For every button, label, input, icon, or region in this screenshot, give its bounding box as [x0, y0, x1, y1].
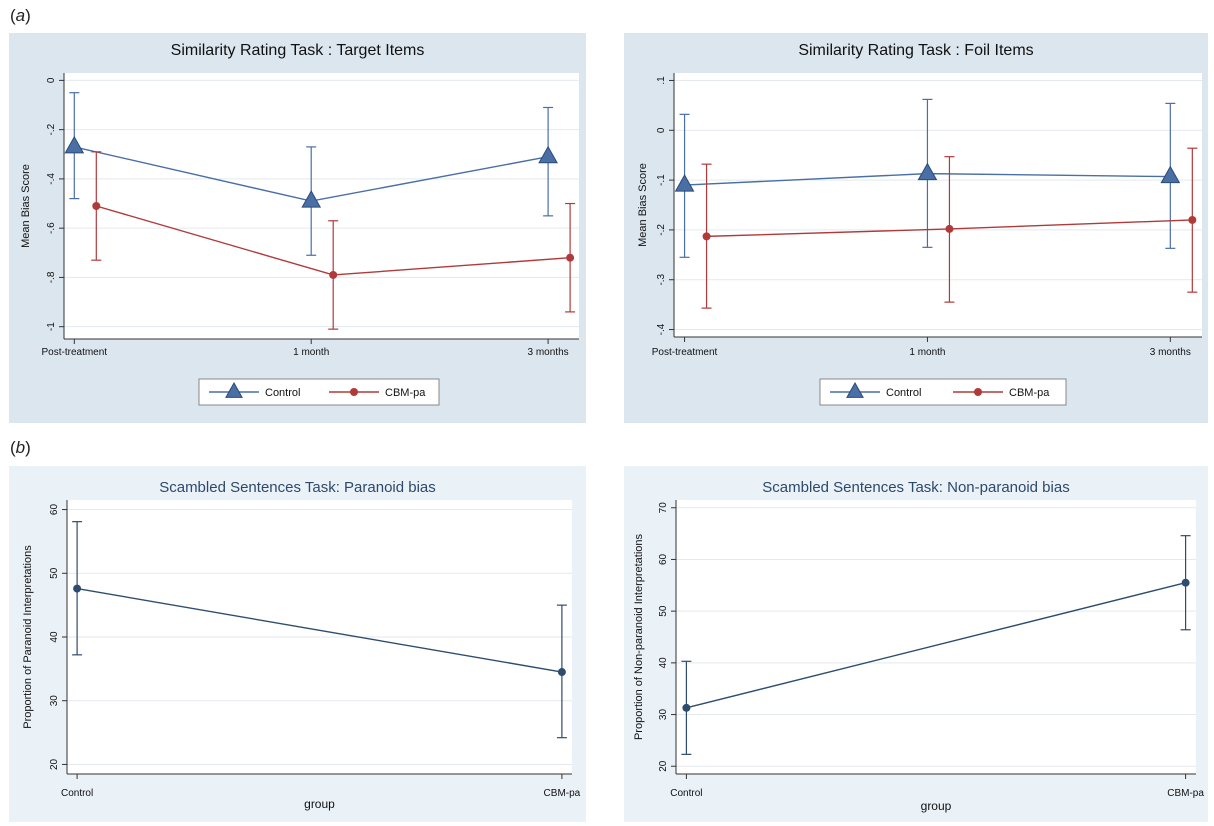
- y-tick-label: -.4: [656, 323, 667, 335]
- chart-title: Similarity Rating Task : Foil Items: [798, 42, 1033, 59]
- x-axis-label: group: [304, 797, 335, 811]
- x-tick-label: Control: [61, 788, 93, 799]
- target-items-chart: Similarity Rating Task : Target Items 0 -.…: [9, 33, 586, 423]
- data-point-circle: [945, 225, 953, 233]
- y-axis-label: Mean Bias Score: [20, 164, 32, 248]
- legend-marker-circle: [350, 388, 358, 396]
- chart-title: Scambled Sentences Task: Non-paranoid bi…: [762, 479, 1069, 496]
- data-point-circle: [558, 668, 566, 676]
- y-tick-label: 40: [658, 657, 669, 669]
- x-tick-label: CBM-pa: [544, 788, 581, 799]
- y-tick-label: 50: [49, 567, 60, 579]
- y-tick-label: -.1: [656, 174, 667, 186]
- y-tick-label: 50: [658, 605, 669, 617]
- x-tick-label: 1 month: [293, 347, 329, 358]
- x-axis-label: group: [921, 799, 952, 813]
- y-tick-label: 60: [49, 504, 60, 516]
- y-tick-label: 20: [658, 760, 669, 772]
- y-tick-label: -1: [46, 322, 57, 331]
- x-tick-label: 3 months: [1150, 347, 1191, 358]
- y-tick-label: 30: [49, 695, 60, 707]
- y-tick-label: .1: [656, 76, 667, 85]
- data-point-circle: [329, 271, 337, 279]
- y-tick-label: -.8: [46, 271, 57, 283]
- y-tick-label: 40: [49, 631, 60, 643]
- non-paranoid-bias-chart: Scambled Sentences Task: Non-paranoid bi…: [624, 466, 1208, 822]
- data-point-circle: [92, 202, 100, 210]
- y-tick-label: 30: [658, 709, 669, 721]
- y-tick-label: 20: [49, 758, 60, 770]
- y-axis-label: Proportion of Non-paranoid Interpretatio…: [633, 533, 645, 740]
- chart-title: Scambled Sentences Task: Paranoid bias: [159, 479, 436, 496]
- y-tick-label: 0: [46, 77, 57, 83]
- data-point-circle: [682, 704, 690, 712]
- y-tick-label: -.2: [656, 224, 667, 236]
- data-point-circle: [1182, 579, 1190, 587]
- legend-label: CBM-pa: [385, 387, 426, 399]
- chart-title: Similarity Rating Task : Target Items: [171, 42, 425, 59]
- x-tick-label: CBM-pa: [1167, 788, 1204, 799]
- y-tick-label: -.4: [46, 173, 57, 185]
- plot-area: [676, 500, 1196, 774]
- legend-label: CBM-pa: [1009, 387, 1050, 399]
- data-point-circle: [566, 254, 574, 262]
- y-tick-label: -.3: [656, 273, 667, 285]
- x-tick-label: Post-treatment: [652, 347, 718, 358]
- data-point-circle: [73, 585, 81, 593]
- legend-label: Control: [886, 387, 921, 399]
- y-tick-label: -.2: [46, 123, 57, 135]
- data-point-circle: [1188, 216, 1196, 224]
- x-tick-label: Post-treatment: [42, 347, 108, 358]
- paranoid-bias-chart: Scambled Sentences Task: Paranoid bias 60…: [9, 466, 586, 822]
- panel-label-a: (a): [10, 6, 31, 26]
- y-tick-label: 70: [658, 502, 669, 514]
- y-axis-label: Mean Bias Score: [637, 163, 649, 247]
- y-tick-label: 60: [658, 553, 669, 565]
- x-tick-label: 1 month: [909, 347, 945, 358]
- data-point-circle: [703, 232, 711, 240]
- panel-label-a-text: a: [16, 6, 25, 25]
- panel-label-b: (b): [10, 438, 31, 458]
- foil-items-chart: Similarity Rating Task : Foil Items .1 0 -.…: [624, 33, 1208, 423]
- y-axis-label: Proportion of Paranoid Interpretations: [22, 545, 34, 729]
- x-tick-label: 3 months: [528, 347, 569, 358]
- y-tick-label: -.6: [46, 222, 57, 234]
- plot-area: [674, 73, 1202, 337]
- y-tick-label: 0: [656, 127, 667, 133]
- x-tick-label: Control: [670, 788, 702, 799]
- panel-label-b-text: b: [16, 438, 25, 457]
- legend-label: Control: [265, 387, 300, 399]
- plot-area: [64, 73, 579, 339]
- legend-marker-circle: [974, 388, 982, 396]
